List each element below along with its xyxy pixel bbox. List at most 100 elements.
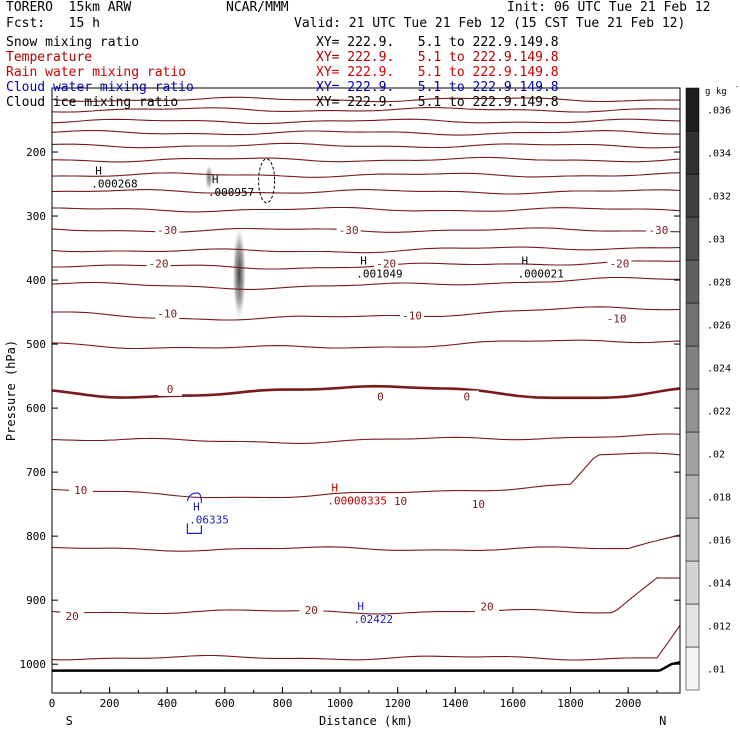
colorbar-tick: .01 xyxy=(707,665,725,676)
isotherm-label-bg xyxy=(368,390,393,404)
y-tick-label: 700 xyxy=(26,466,46,479)
y-tick-label: 900 xyxy=(26,594,46,607)
isotherm-label-bg xyxy=(299,603,324,617)
field-xy-2: XY= 222.9. 5.1 to 222.9.149.8 xyxy=(316,65,559,80)
south-label: S xyxy=(66,714,73,728)
colorbar-swatch xyxy=(685,173,700,218)
isotherm xyxy=(51,339,681,350)
isotherm xyxy=(51,118,681,125)
isotherm-label: -30 xyxy=(157,224,177,237)
x-tick-label: 600 xyxy=(215,697,235,710)
isotherm-label: -10 xyxy=(607,312,627,325)
colorbar: .01 .012 .014 .016 .018 .02 .022 .024 .026 .028 .0… xyxy=(685,83,740,691)
isotherm xyxy=(51,142,681,149)
snow-plume xyxy=(232,223,247,324)
isotherm xyxy=(51,384,681,400)
isotherm-label: -20 xyxy=(610,257,630,270)
maxima-markers: H.000268 H.000957H.001049H.000021H.000083… xyxy=(91,164,564,625)
maximum-value: .00008335 xyxy=(327,494,387,507)
colorbar-swatch xyxy=(685,87,700,132)
isotherm xyxy=(51,130,680,136)
isotherm xyxy=(51,246,681,254)
colorbar-tick: .016 xyxy=(707,536,731,547)
isotherm-label: 20 xyxy=(66,610,79,623)
isotherm-label-bg xyxy=(454,390,479,404)
maximum-marker: H xyxy=(360,255,367,268)
cloud-water-contour xyxy=(186,492,202,534)
isotherm-label-bg xyxy=(646,224,671,238)
colorbar-swatch xyxy=(685,388,700,433)
y-tick-label: 300 xyxy=(26,210,46,223)
colorbar-tick: .034 xyxy=(707,149,731,160)
forecast-hour: Fcst: 15 h xyxy=(6,16,100,31)
isotherm xyxy=(51,534,681,552)
init-time: Init: 06 UTC Tue 21 Feb 12 xyxy=(507,0,711,15)
isotherm-label-bg xyxy=(607,257,632,271)
model-title: TORERO 15km ARW xyxy=(6,0,132,15)
colorbar-tick: .014 xyxy=(707,579,731,590)
field-xy-4: XY= 222.9. 5.1 to 222.9.149.8 xyxy=(316,95,559,110)
y-axis-label: Pressure (hPa) xyxy=(4,340,18,441)
colorbar-tick: .032 xyxy=(707,192,731,203)
x-tick-label: 800 xyxy=(273,697,293,710)
colorbar-tick: .018 xyxy=(707,493,731,504)
isotherm-label-bg xyxy=(474,600,499,614)
field-name-1: Temperature xyxy=(6,50,93,65)
axes: 0 200 400 600 800 1000 1200 1400 1600 1800 2000200… xyxy=(4,146,680,728)
isotherm-label-bg xyxy=(158,382,183,396)
colorbar-swatch xyxy=(685,431,700,476)
isotherm xyxy=(51,276,681,290)
isotherm xyxy=(51,96,680,103)
y-tick-label: 200 xyxy=(26,146,46,159)
colorbar-swatch xyxy=(685,646,700,691)
maximum-marker: H xyxy=(331,481,338,494)
isotherm xyxy=(51,172,681,178)
isotherm xyxy=(51,107,681,113)
x-tick-label: 1000 xyxy=(327,697,354,710)
isotherm-label: 0 xyxy=(167,383,174,396)
colorbar-swatch xyxy=(685,302,700,347)
isotherm-label: -30 xyxy=(339,224,359,237)
isotherm-label: 10 xyxy=(472,498,485,511)
field-xy-3: XY= 222.9. 5.1 to 222.9.149.8 xyxy=(316,80,559,95)
colorbar-tick: .026 xyxy=(707,321,731,332)
snow-plume-upper xyxy=(205,163,213,192)
y-tick-label: 600 xyxy=(26,402,46,415)
colorbar-tick: .012 xyxy=(707,622,731,633)
north-label: N xyxy=(659,714,666,728)
field-name-3: Cloud water mixing ratio xyxy=(6,80,194,95)
maximum-value: .000957 xyxy=(208,186,254,199)
y-tick-label: 800 xyxy=(26,530,46,543)
isotherm-label: -10 xyxy=(402,309,422,322)
isotherm xyxy=(51,577,681,615)
y-tick-label: 400 xyxy=(26,274,46,287)
isotherm xyxy=(51,433,681,444)
isotherm-label-bg xyxy=(155,307,180,321)
plot-border xyxy=(51,87,681,694)
ground-line-north xyxy=(659,661,681,672)
maximum-marker: H xyxy=(522,255,529,268)
isotherm xyxy=(52,156,681,163)
colorbar-tick: .028 xyxy=(707,278,731,289)
isotherm-label: 20 xyxy=(305,604,318,617)
colorbar-tick: .036 xyxy=(707,106,731,117)
colorbar-tick: .03 xyxy=(707,235,725,246)
x-tick-label: 1600 xyxy=(500,697,527,710)
x-tick-label: 400 xyxy=(157,697,177,710)
colorbar-unit-exp: -1 xyxy=(735,83,740,91)
isotherm-label-bg xyxy=(388,494,413,508)
colorbar-tick: .022 xyxy=(707,407,731,418)
isotherm xyxy=(51,452,681,499)
isotherm-label-bg xyxy=(336,224,361,238)
isotherm-lines xyxy=(51,96,681,672)
maximum-marker: H xyxy=(193,501,200,514)
colorbar-tick: .024 xyxy=(707,364,731,375)
isotherm-label-bg xyxy=(400,309,425,323)
field-name-4: Cloud ice mixing ratio xyxy=(6,95,179,110)
x-tick-label: 0 xyxy=(49,697,56,710)
x-tick-label: 1400 xyxy=(442,697,469,710)
isotherm-label: -20 xyxy=(149,257,169,270)
field-name-0: Snow mixing ratio xyxy=(6,35,140,50)
y-tick-label: 500 xyxy=(26,338,46,351)
valid-time: Valid: 21 UTC Tue 21 Feb 12 (15 CST Tue … xyxy=(294,16,686,31)
